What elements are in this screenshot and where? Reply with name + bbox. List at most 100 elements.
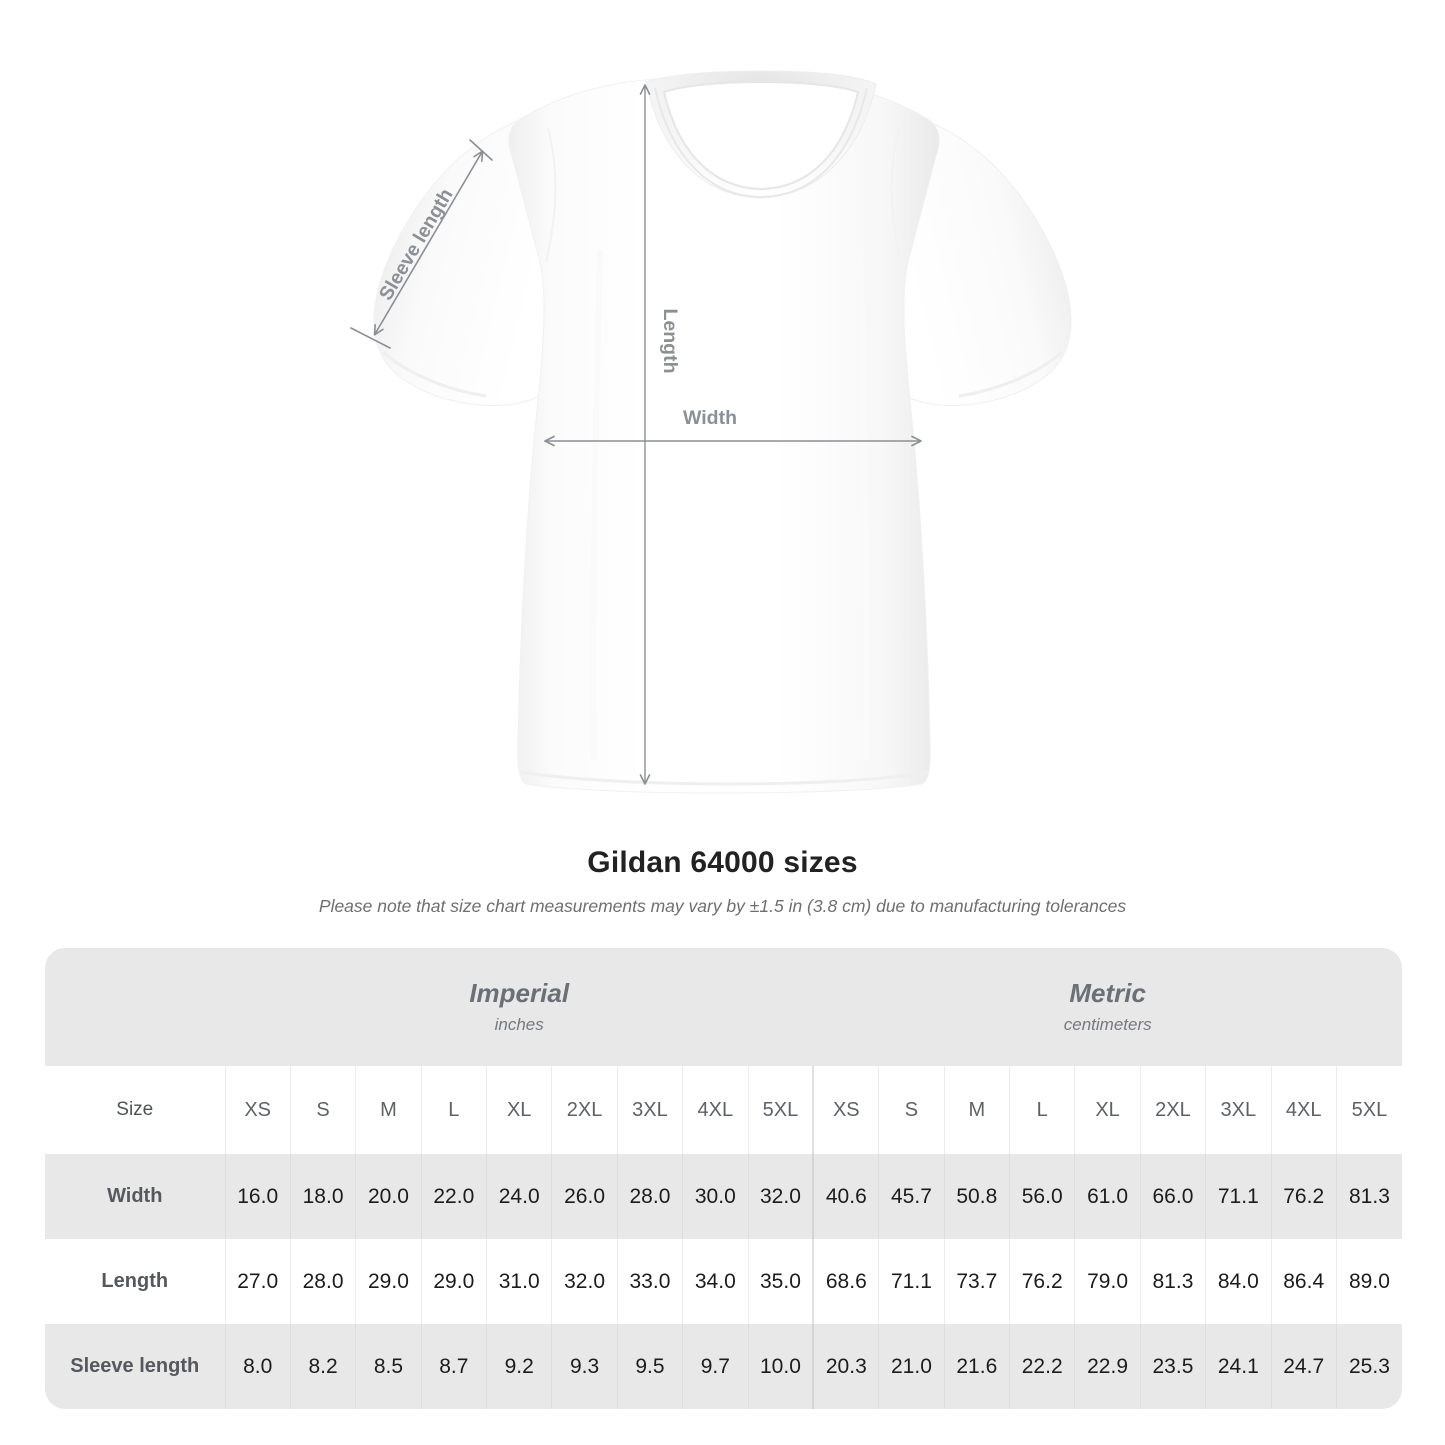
size-column-header: L xyxy=(1008,1066,1075,1154)
size-column-header: 2XL xyxy=(551,1066,618,1154)
size-header-row: Size XS S M L XL 2XL 3XL 4XL 5XL XS S M L XL 2XL 3XL 4XL 5… xyxy=(45,1066,1402,1154)
cell-imperial: 32.0 xyxy=(551,1239,618,1324)
cell-metric: 66.0 xyxy=(1139,1154,1206,1239)
size-header-label: Size xyxy=(45,1066,225,1154)
table-row: Sleeve length 8.0 8.2 8.5 8.7 9.2 9.3 9.5 9.7 10.… xyxy=(45,1324,1402,1409)
width-measure: Width xyxy=(544,407,922,447)
cell-imperial: 9.7 xyxy=(682,1324,748,1409)
cell-imperial: 30.0 xyxy=(682,1154,748,1239)
cell-metric: 68.6 xyxy=(812,1239,879,1324)
cell-metric: 61.0 xyxy=(1074,1154,1141,1239)
row-label: Width xyxy=(45,1154,225,1239)
cell-metric: 76.2 xyxy=(1270,1154,1337,1239)
cell-imperial: 26.0 xyxy=(551,1154,618,1239)
cell-metric: 21.6 xyxy=(943,1324,1010,1409)
cell-imperial: 20.0 xyxy=(355,1154,422,1239)
width-label: Width xyxy=(683,407,737,429)
tshirt-illustration: Sleeve length Length Width xyxy=(350,70,1072,794)
cell-metric: 56.0 xyxy=(1008,1154,1075,1239)
cell-imperial: 35.0 xyxy=(747,1239,814,1324)
size-column-header: 5XL xyxy=(1335,1066,1402,1154)
cell-imperial: 22.0 xyxy=(420,1154,487,1239)
cell-metric: 84.0 xyxy=(1205,1239,1271,1324)
cell-metric: 24.1 xyxy=(1205,1324,1271,1409)
size-column-header: S xyxy=(878,1066,945,1154)
cell-imperial: 8.7 xyxy=(420,1324,487,1409)
shirt-shape xyxy=(373,70,1072,794)
size-column-header: M xyxy=(943,1066,1010,1154)
cell-imperial: 33.0 xyxy=(616,1239,683,1324)
cell-metric: 79.0 xyxy=(1074,1239,1141,1324)
size-column-header: XL xyxy=(485,1066,552,1154)
table-row: Length 27.0 28.0 29.0 29.0 31.0 32.0 33.0 34.0 35… xyxy=(45,1239,1402,1324)
cell-metric: 76.2 xyxy=(1008,1239,1075,1324)
size-column-header: 3XL xyxy=(616,1066,683,1154)
unit-banner-spacer xyxy=(45,948,225,1066)
cell-metric: 86.4 xyxy=(1270,1239,1337,1324)
cell-metric: 81.3 xyxy=(1139,1239,1206,1324)
cell-imperial: 27.0 xyxy=(224,1239,291,1324)
size-column-header: XS xyxy=(224,1066,291,1154)
size-column-header: M xyxy=(355,1066,422,1154)
size-chart-table: Imperial inches Metric centimeters Size XS S M L… xyxy=(45,948,1402,1409)
cell-imperial: 31.0 xyxy=(485,1239,552,1324)
length-label: Length xyxy=(659,309,681,374)
cell-imperial: 28.0 xyxy=(289,1239,356,1324)
cell-imperial: 10.0 xyxy=(747,1324,814,1409)
row-label: Length xyxy=(45,1239,225,1324)
cell-imperial: 8.5 xyxy=(355,1324,422,1409)
cell-metric: 24.7 xyxy=(1270,1324,1337,1409)
unit-group-name: Imperial xyxy=(469,978,570,1008)
size-column-header: L xyxy=(420,1066,487,1154)
cell-imperial: 32.0 xyxy=(747,1154,814,1239)
size-column-header: 2XL xyxy=(1139,1066,1206,1154)
cell-metric: 81.3 xyxy=(1335,1154,1402,1239)
size-column-header: S xyxy=(289,1066,356,1154)
cell-metric: 89.0 xyxy=(1335,1239,1402,1324)
chart-heading: Gildan 64000 sizes Please note that size… xyxy=(0,845,1445,917)
cell-metric: 21.0 xyxy=(878,1324,945,1409)
cell-imperial: 29.0 xyxy=(420,1239,487,1324)
tolerance-note: Please note that size chart measurements… xyxy=(318,896,1127,916)
size-column-header: XS xyxy=(812,1066,879,1154)
cell-metric: 23.5 xyxy=(1139,1324,1206,1409)
cell-imperial: 9.2 xyxy=(485,1324,552,1409)
size-column-header: 3XL xyxy=(1205,1066,1271,1154)
cell-imperial: 29.0 xyxy=(355,1239,422,1324)
size-column-header: 4XL xyxy=(682,1066,748,1154)
cell-metric: 73.7 xyxy=(943,1239,1010,1324)
size-column-header: 4XL xyxy=(1270,1066,1337,1154)
length-measure: Length xyxy=(639,84,681,785)
cell-imperial: 34.0 xyxy=(682,1239,748,1324)
page-title: Gildan 64000 sizes xyxy=(587,846,858,879)
cell-metric: 71.1 xyxy=(878,1239,945,1324)
cell-metric: 50.8 xyxy=(943,1154,1010,1239)
unit-group-metric: Metric centimeters xyxy=(813,948,1402,1066)
cell-metric: 40.6 xyxy=(812,1154,879,1239)
size-table: Imperial inches Metric centimeters Size XS S M L… xyxy=(45,948,1402,1409)
unit-group-name: Metric xyxy=(1069,978,1146,1008)
cell-imperial: 8.0 xyxy=(224,1324,291,1409)
cell-imperial: 16.0 xyxy=(224,1154,291,1239)
cell-imperial: 24.0 xyxy=(485,1154,552,1239)
size-column-header: 5XL xyxy=(747,1066,814,1154)
row-label: Sleeve length xyxy=(45,1324,225,1409)
cell-metric: 71.1 xyxy=(1205,1154,1271,1239)
cell-imperial: 9.5 xyxy=(616,1324,683,1409)
cell-imperial: 28.0 xyxy=(616,1154,683,1239)
cell-imperial: 8.2 xyxy=(289,1324,356,1409)
cell-imperial: 18.0 xyxy=(289,1154,356,1239)
unit-group-sub: centimeters xyxy=(1063,1015,1152,1034)
unit-banner-row: Imperial inches Metric centimeters xyxy=(45,948,1402,1066)
cell-metric: 20.3 xyxy=(812,1324,879,1409)
unit-group-imperial: Imperial inches xyxy=(225,948,814,1066)
unit-group-sub: inches xyxy=(494,1015,544,1034)
size-column-header: XL xyxy=(1074,1066,1141,1154)
cell-metric: 22.2 xyxy=(1008,1324,1075,1409)
table-row: Width 16.0 18.0 20.0 22.0 24.0 26.0 28.0 30.0 32.… xyxy=(45,1154,1402,1239)
tshirt-diagram: Sleeve length Length Width xyxy=(350,70,1072,794)
cell-metric: 22.9 xyxy=(1074,1324,1141,1409)
cell-imperial: 9.3 xyxy=(551,1324,618,1409)
cell-metric: 25.3 xyxy=(1335,1324,1402,1409)
cell-metric: 45.7 xyxy=(878,1154,945,1239)
